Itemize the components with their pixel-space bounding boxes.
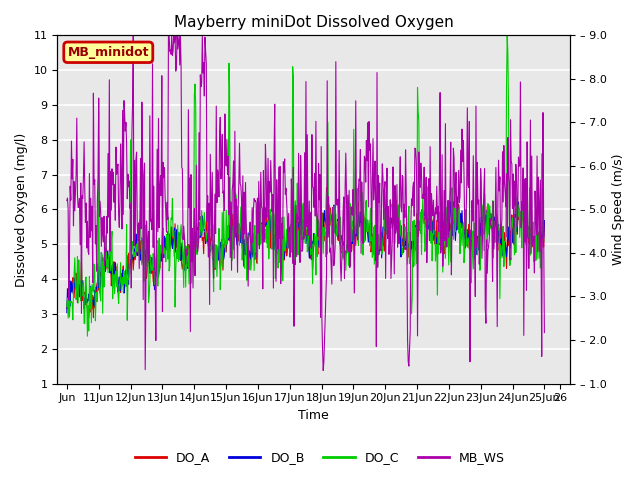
Title: Mayberry miniDot Dissolved Oxygen: Mayberry miniDot Dissolved Oxygen [173, 15, 453, 30]
Text: MB_minidot: MB_minidot [68, 46, 149, 59]
Legend: DO_A, DO_B, DO_C, MB_WS: DO_A, DO_B, DO_C, MB_WS [130, 446, 510, 469]
X-axis label: Time: Time [298, 409, 329, 422]
Y-axis label: Wind Speed (m/s): Wind Speed (m/s) [612, 154, 625, 265]
Y-axis label: Dissolved Oxygen (mg/l): Dissolved Oxygen (mg/l) [15, 132, 28, 287]
